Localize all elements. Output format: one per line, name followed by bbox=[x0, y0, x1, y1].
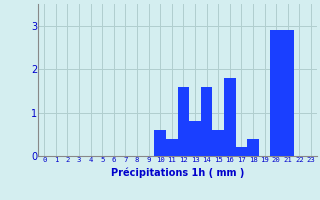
X-axis label: Précipitations 1h ( mm ): Précipitations 1h ( mm ) bbox=[111, 168, 244, 178]
Bar bbox=[247, 139, 259, 156]
Bar bbox=[212, 130, 224, 156]
Bar bbox=[178, 87, 189, 156]
Bar bbox=[201, 87, 212, 156]
Bar bbox=[224, 78, 236, 156]
Bar bbox=[189, 121, 201, 156]
Bar bbox=[282, 30, 294, 156]
Bar bbox=[236, 147, 247, 156]
Bar bbox=[155, 130, 166, 156]
Bar bbox=[166, 139, 178, 156]
Bar bbox=[270, 30, 282, 156]
